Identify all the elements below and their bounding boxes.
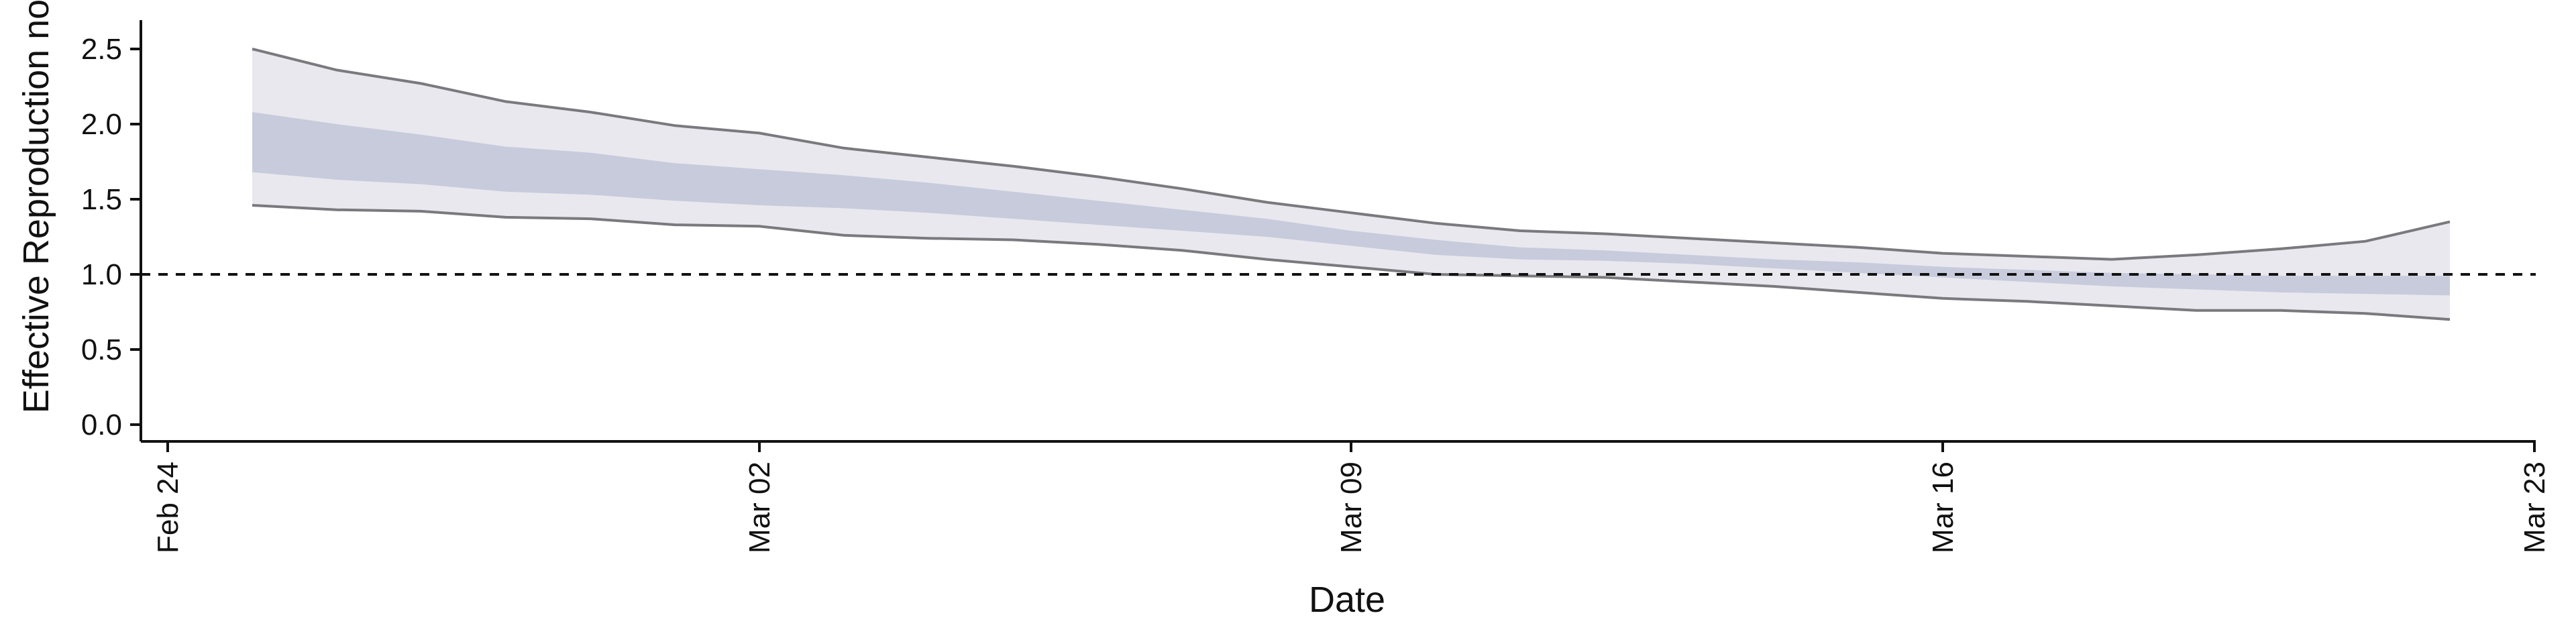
upper-bound-line-0 <box>252 48 2451 261</box>
y-tick-label: 1.0 <box>81 258 122 291</box>
y-axis-ticks: 0.0 0.5 1.0 1.5 2.0 2.5 <box>81 33 141 441</box>
x-tick-label: Mar 09 <box>1335 462 1368 553</box>
x-tick-label: Feb 24 <box>152 462 184 553</box>
band-90-0 <box>252 49 2450 320</box>
credible-interval-bounds <box>252 48 2451 321</box>
y-tick-label: 2.5 <box>81 33 122 66</box>
lower-bound-line-0 <box>252 204 2451 321</box>
y-tick-label: 2.0 <box>81 108 122 141</box>
x-tick-label: Mar 02 <box>743 462 776 553</box>
y-tick-label: 0.5 <box>81 333 122 366</box>
x-tick-label: Mar 16 <box>1927 462 1960 553</box>
x-axis-title: Date <box>1309 580 1385 620</box>
x-axis-ticks: Feb 24 Mar 02 Mar 09 Mar 16 Mar 23 <box>152 441 2551 553</box>
y-tick-label: 1.5 <box>81 183 122 216</box>
credible-interval-bands <box>252 49 2450 320</box>
y-tick-label: 0.0 <box>81 409 122 441</box>
band-50-0 <box>252 112 2450 296</box>
x-tick-label: Mar 23 <box>2518 462 2551 553</box>
y-axis-title: Effective Reproduction no. <box>16 0 56 413</box>
